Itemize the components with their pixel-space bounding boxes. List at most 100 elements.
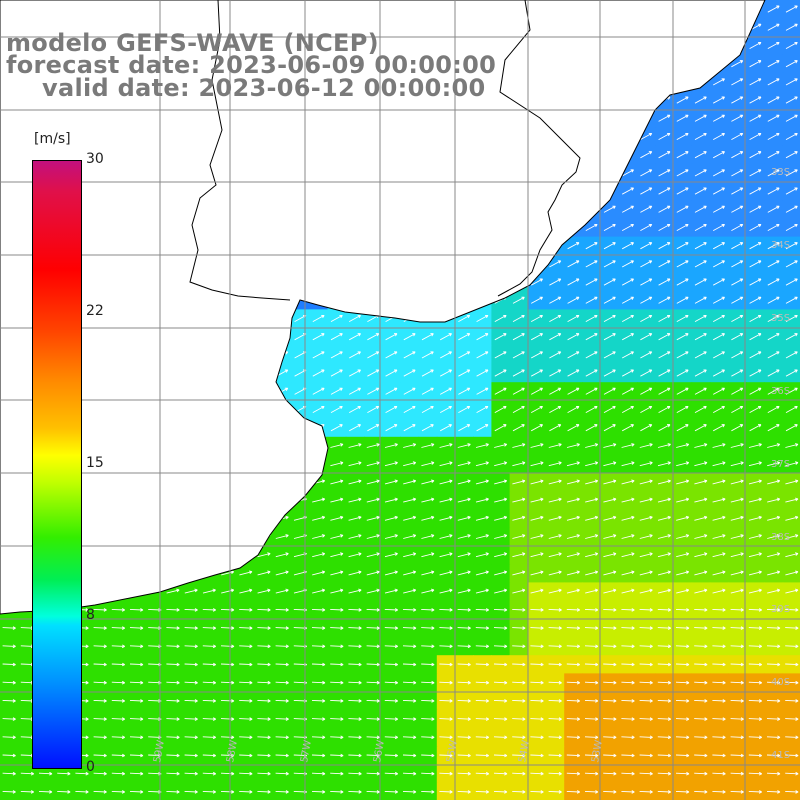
wind-arrow (567, 260, 580, 268)
wind-arrow (639, 680, 653, 685)
wind-arrow (603, 314, 616, 322)
wind-arrow (675, 735, 690, 740)
wind-arrow (475, 680, 490, 685)
wind-arrow (312, 405, 325, 413)
wind-arrow (457, 717, 471, 721)
wind-arrow (366, 626, 380, 630)
wind-arrow (621, 608, 635, 612)
wind-arrow (712, 132, 725, 140)
wind-arrow (584, 608, 599, 612)
lat-label: 36S (771, 386, 790, 397)
lat-label: 40S (771, 677, 790, 688)
wind-arrow (111, 771, 126, 776)
wind-arrow (676, 570, 690, 576)
wind-arrow (275, 790, 289, 794)
wind-arrow (657, 680, 672, 685)
land-mass (0, 0, 766, 615)
wind-arrow (202, 680, 217, 685)
wind-arrow (475, 626, 490, 630)
wind-arrow (785, 23, 798, 31)
wind-arrow (730, 534, 744, 539)
wind-arrow (603, 405, 616, 413)
wind-arrow (603, 534, 617, 539)
wind-arrow (785, 114, 798, 122)
wind-arrow (621, 644, 635, 649)
wind-arrow (621, 260, 634, 268)
wind-arrow (658, 387, 671, 395)
wind-arrow (129, 790, 144, 794)
wind-arrow (694, 790, 708, 794)
wind-arrow (421, 461, 435, 467)
wind-arrow (712, 424, 725, 432)
wind-arrow (584, 680, 599, 685)
wind-arrow (530, 552, 544, 558)
wind-arrow (676, 387, 689, 395)
wind-arrow (366, 771, 380, 776)
wind-arrow (311, 753, 326, 758)
wind-arrow (785, 626, 799, 630)
wind-arrow (275, 771, 289, 776)
wind-arrow (640, 296, 653, 304)
wind-arrow (567, 369, 580, 377)
wind-arrow (330, 461, 344, 467)
wind-arrow (457, 680, 471, 685)
wind-arrow (457, 790, 471, 794)
wind-arrow (676, 443, 690, 448)
wind-arrow (767, 41, 780, 49)
wind-arrow (275, 588, 289, 594)
wind-arrow (767, 260, 780, 268)
wind-arrow (366, 735, 380, 740)
wind-arrow (402, 608, 417, 612)
wind-arrow (730, 570, 744, 576)
wind-arrow (384, 588, 398, 594)
wind-arrow (749, 314, 762, 322)
wind-arrow (621, 223, 634, 231)
wind-arrow (475, 790, 490, 794)
wind-arrow (421, 333, 434, 341)
wind-arrow (221, 588, 235, 594)
wind-arrow (657, 443, 671, 448)
wind-arrow (93, 790, 107, 794)
wind-arrow (676, 132, 689, 140)
wind-arrow (694, 169, 707, 177)
wind-arrow (548, 461, 562, 467)
wind-arrow (384, 753, 399, 758)
wind-arrow (494, 387, 507, 395)
wind-arrow (257, 790, 271, 794)
wind-arrow (731, 278, 744, 286)
wind-arrow (749, 60, 762, 68)
wind-arrow (129, 608, 144, 612)
wind-arrow (384, 552, 398, 558)
wind-arrow (712, 717, 726, 721)
wind-arrow (548, 680, 562, 685)
wind-arrow (348, 608, 362, 612)
wind-arrow (639, 608, 653, 612)
wind-arrow (494, 424, 507, 432)
wind-arrow (421, 570, 435, 576)
wind-arrow (494, 314, 507, 322)
wind-arrow (530, 790, 544, 794)
wind-arrow (275, 717, 289, 721)
wind-arrow (712, 479, 726, 485)
wind-arrow (749, 333, 762, 341)
wind-arrow (366, 479, 380, 485)
wind-arrow (257, 570, 271, 576)
wind-arrow (129, 626, 144, 630)
wind-arrow (748, 588, 762, 594)
wind-arrow (421, 699, 435, 703)
wind-arrow (658, 187, 671, 195)
wind-arrow (548, 534, 562, 539)
wind-arrow (439, 461, 453, 467)
wind-arrow (566, 735, 581, 740)
wind-arrow (785, 333, 798, 341)
wind-arrow (585, 369, 598, 377)
wind-arrow (694, 753, 708, 758)
wind-arrow (257, 717, 271, 721)
wind-arrow (603, 771, 617, 776)
wind-arrow (731, 333, 744, 341)
wind-arrow (366, 588, 380, 594)
wind-arrow (330, 608, 344, 612)
wind-arrow (694, 608, 708, 612)
wind-arrow (348, 461, 362, 467)
